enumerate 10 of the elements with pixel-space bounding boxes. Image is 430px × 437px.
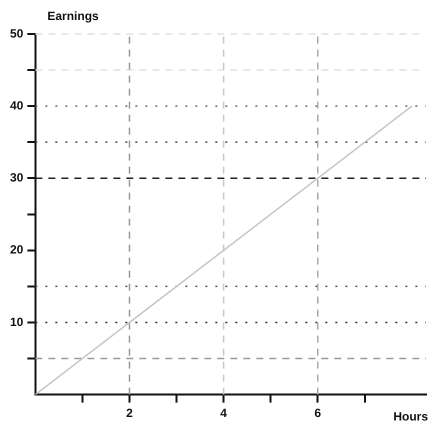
x-tick-label: 2 bbox=[126, 406, 134, 420]
x-tick-label: 4 bbox=[220, 406, 228, 420]
y-tick-label: 20 bbox=[10, 242, 24, 257]
y-tick-label: 40 bbox=[10, 98, 24, 112]
x-tick-label: 6 bbox=[314, 406, 322, 420]
y-tick-label: 50 bbox=[10, 26, 24, 40]
x-axis-title: Hours bbox=[393, 410, 428, 424]
y-axis-title: Earnings bbox=[47, 9, 100, 23]
y-tick-label: 10 bbox=[10, 314, 24, 329]
y-tick-label: 30 bbox=[10, 170, 24, 185]
